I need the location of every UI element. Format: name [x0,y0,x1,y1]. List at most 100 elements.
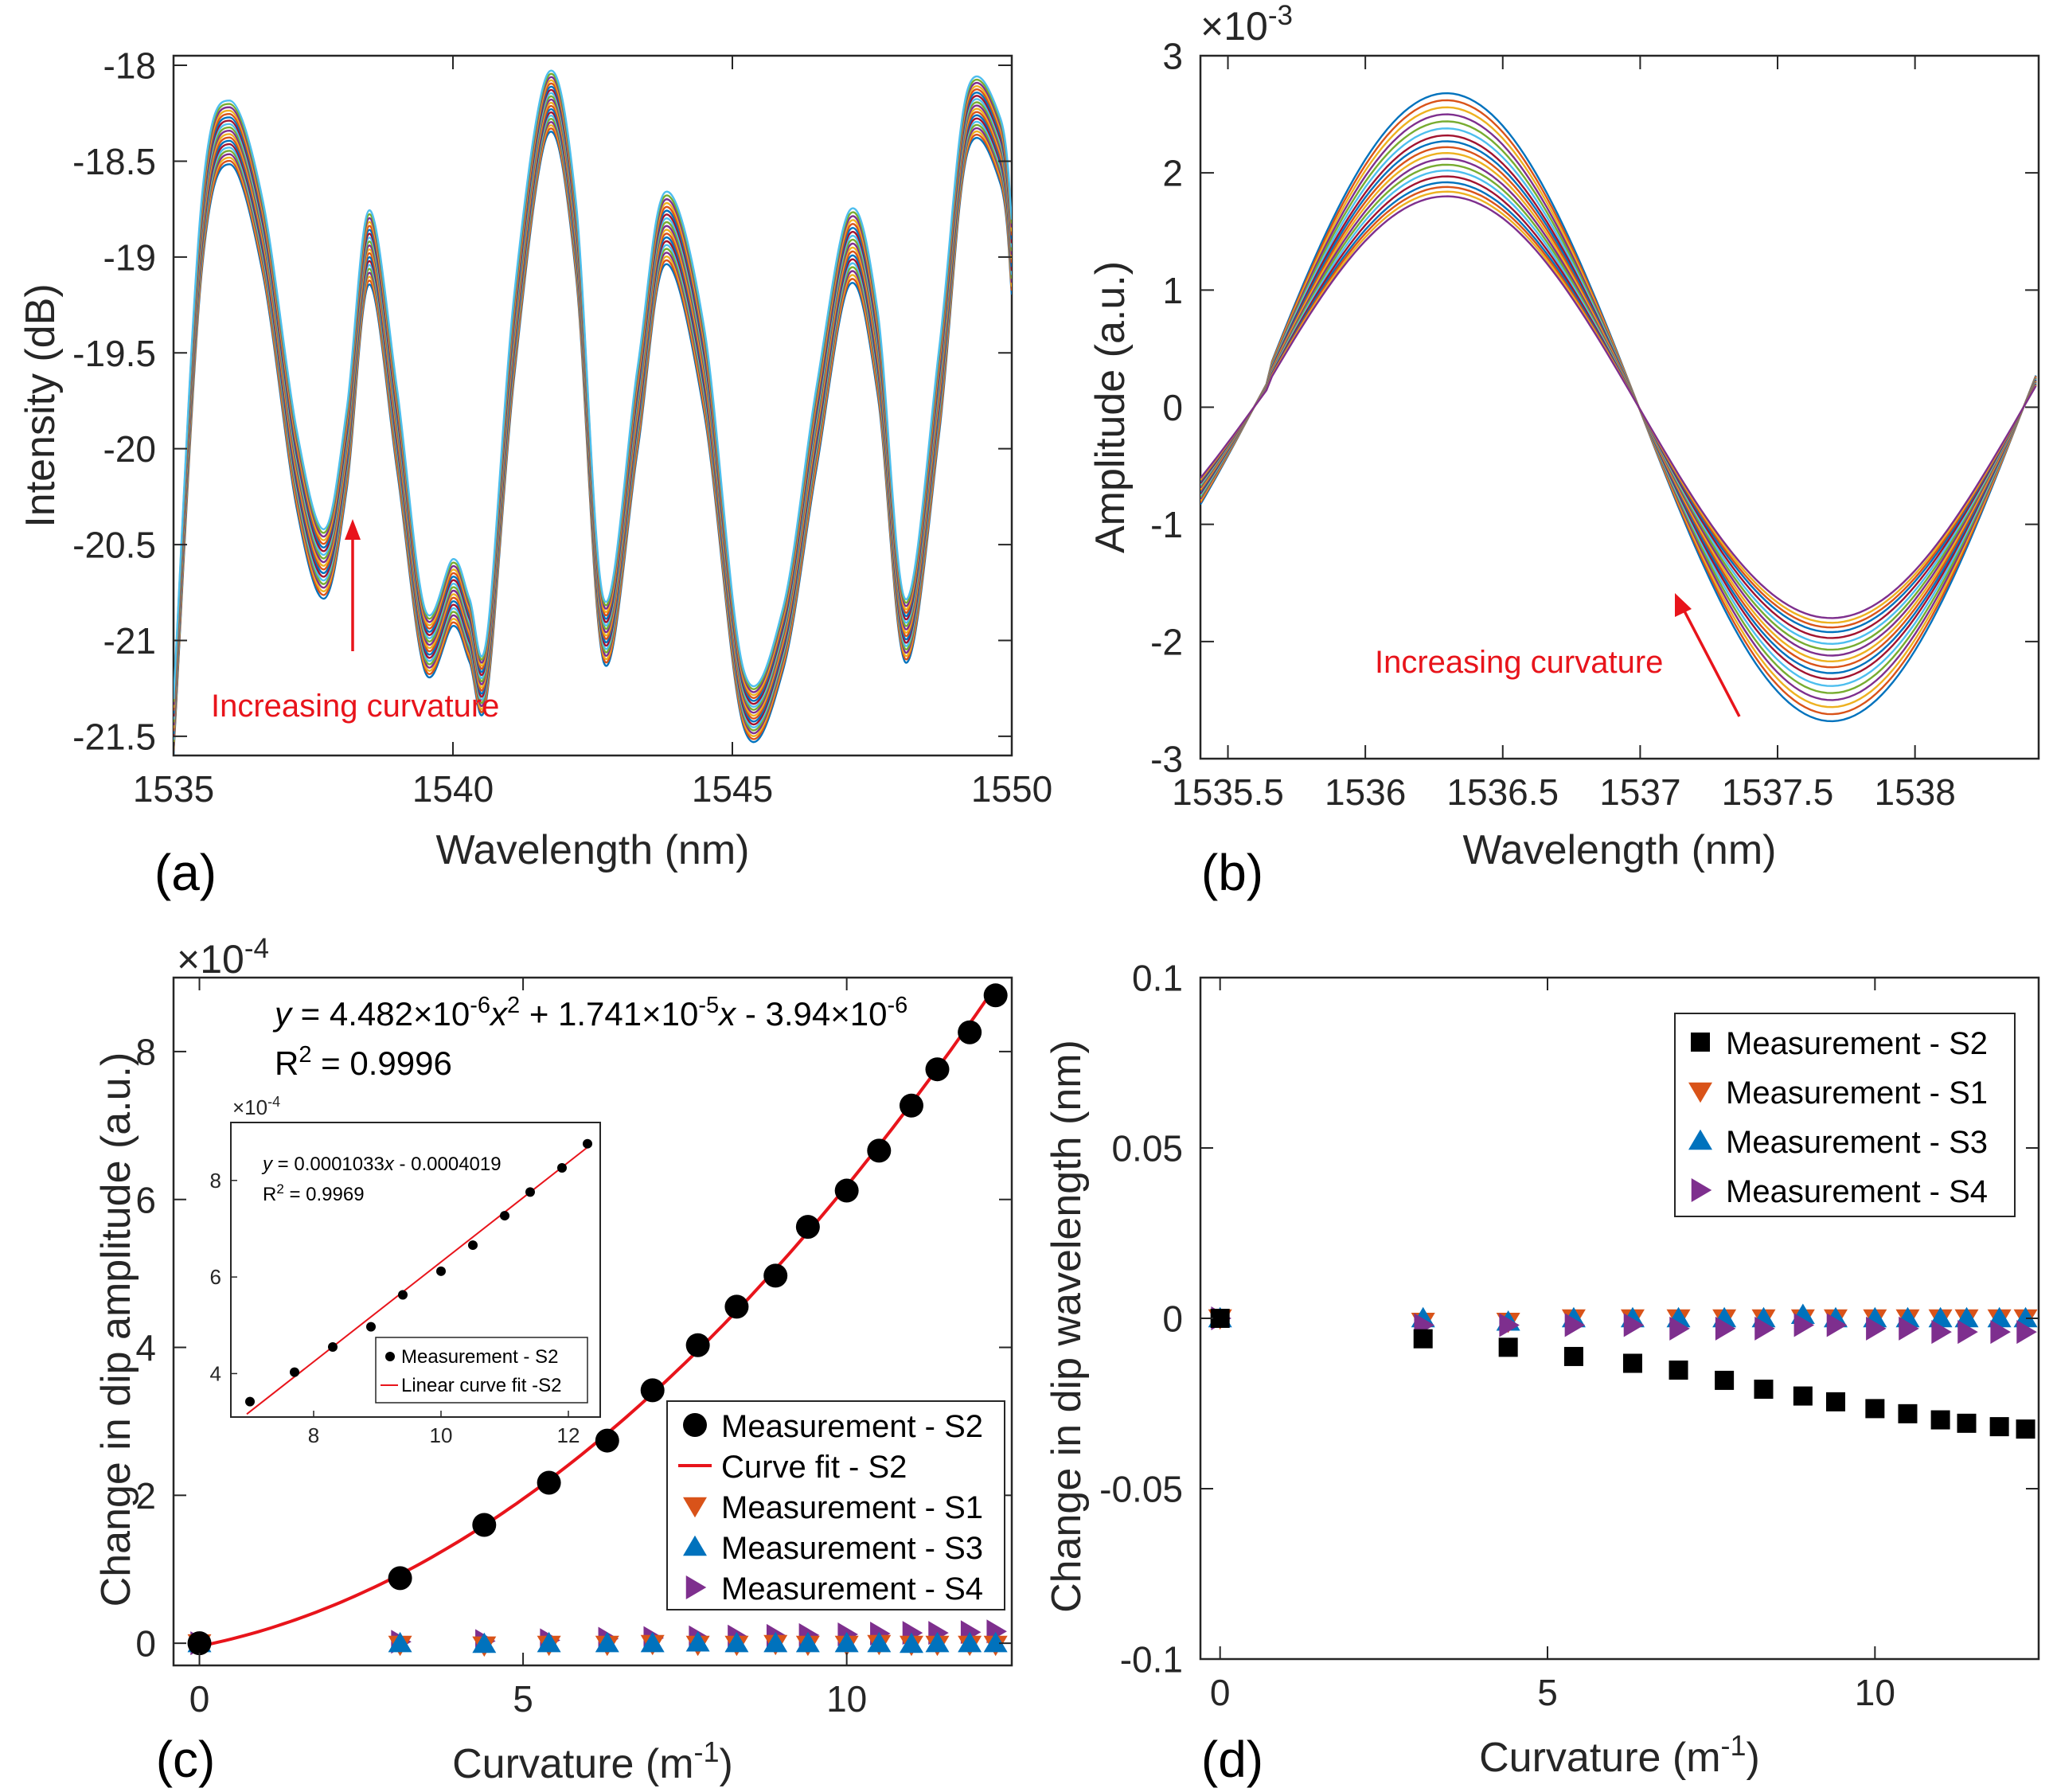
panel-c-point-triangle-up [640,1631,665,1653]
panel-d-ylabel: Change in dip wavelength (nm) [1044,1040,1090,1613]
panel-d-point-triangle-right [1669,1316,1690,1341]
panel-c-point-triangle-up [795,1631,820,1653]
panel-a-ytick-label: -20.5 [72,525,156,566]
panel-b-ytick-label: 0 [1162,387,1183,428]
panel-b-annotation-arrow [1680,604,1741,717]
panel-c-r-squared: R2 = 0.9996 [275,1042,452,1082]
panel-c-point-triangle-up [899,1632,923,1653]
panel-c-legend-label: Measurement - S4 [721,1571,983,1607]
panel-c-point-circle [187,1631,212,1656]
panel-c-point-triangle-up [724,1631,749,1653]
panel-c-point-circle [724,1294,749,1319]
panel-c-point-triangle-up [595,1631,619,1653]
panel-a-xlabel: Wavelength (nm) [436,827,750,873]
panel-c-inset-legend-label: Measurement - S2 [401,1346,558,1368]
panel-d-ytick-label: -0.1 [1120,1639,1183,1681]
panel-b-panel-label: (b) [1201,844,1263,901]
panel-c-point-triangle-up [834,1631,859,1653]
panel-c-point-circle [640,1378,665,1403]
panel-d-point-square [1669,1361,1688,1380]
panel-d-point-triangle-right [1931,1320,1952,1345]
panel-d-point-square [1210,1309,1230,1328]
panel-d-point-triangle-right [1899,1316,1919,1341]
panel-c-point-triangle-up [983,1631,1008,1653]
panel-c-xlabel: Curvature (m-1) [452,1735,733,1788]
panel-c-legend-swatch [683,1497,707,1518]
panel-d-legend-label: Measurement - S3 [1726,1125,1988,1160]
panel-c-ytick-label: 8 [135,1031,156,1072]
panel-b-xlabel: Wavelength (nm) [1463,827,1777,873]
panel-c-inset-xtick-label: 10 [430,1423,453,1447]
panel-d-legend-swatch [1688,1082,1712,1103]
panel-d-point-triangle-right [1499,1313,1520,1337]
panel-c-inset-point [557,1163,567,1173]
panel-a-ytick-label: -18.5 [72,141,156,182]
panel-d-point-square [1989,1417,2009,1437]
panel-a-axes-frame [172,54,1013,757]
panel-a-xtick-label: 1550 [971,768,1052,810]
panel-d-legend-swatch [1691,1033,1710,1052]
panel-c-point-circle [472,1513,497,1537]
panel-d-point-triangle-right [1715,1316,1736,1341]
panel-d-point-triangle-right [1826,1313,1848,1337]
panel-b-xtick-label: 1537.5 [1722,771,1834,813]
panel-c-inset-xtick-label: 8 [308,1423,319,1447]
panel-c-inset-r-squared: R2 = 0.9969 [263,1181,365,1206]
panel-c-point-circle [983,983,1008,1008]
panel-d-legend-swatch [1691,1178,1712,1202]
panel-c-inset-point [468,1240,478,1251]
panel-a-ytick-label: -19.5 [72,333,156,374]
panel-b-xtick-label: 1537 [1599,771,1680,813]
panel-c-point-circle [388,1566,412,1591]
panel-d-point-square [1413,1329,1433,1349]
panel-c-point-circle [925,1057,950,1082]
panel-c-point-triangle-up [763,1631,788,1653]
panel-d-panel-label: (d) [1201,1731,1263,1788]
panel-d-point-square [1715,1370,1735,1390]
panel-d-legend-swatch [1688,1129,1712,1150]
panel-d-ytick-label: 0.1 [1132,958,1183,999]
panel-a-xtick-label: 1540 [412,768,494,810]
panel-c-exponent-label: ×10-4 [177,933,269,982]
panel-a-xtick-label: 1545 [692,768,773,810]
panel-d-point-square [1563,1346,1583,1366]
panel-c-point-circle [595,1428,619,1453]
panel-d-xtick-label: 5 [1537,1672,1558,1713]
panel-d-point-triangle-right [1990,1320,2011,1345]
panel-a-xtick-label: 1535 [133,768,214,810]
panel-c-point-triangle-up [925,1631,950,1653]
panel-c-legend-swatch [683,1413,707,1437]
panel-d-point-square [1898,1404,1918,1423]
panel-d-point-square [1825,1392,1845,1411]
panel-c-inset-xtick-label: 12 [557,1423,580,1447]
panel-c-point-circle [899,1093,923,1118]
panel-c-point-circle [958,1020,982,1044]
panel-a-ytick-label: -18 [103,45,156,87]
panel-c-legend-label: Measurement - S1 [721,1490,983,1525]
panel-a-ytick-label: -20 [103,428,156,470]
panel-c-inset-legend-label: Linear curve fit -S2 [401,1375,561,1396]
panel-b-annotation-text: Increasing curvature [1375,645,1663,680]
panel-b-xtick-label: 1535.5 [1172,771,1284,813]
panel-d-point-square [1793,1386,1813,1406]
panel-d-point-triangle-right [1793,1313,1815,1337]
panel-c-inset-exponent-label: ×10-4 [232,1094,280,1119]
panel-c-inset-point [436,1266,446,1276]
panel-a-annotation-text: Increasing curvature [211,689,499,724]
panel-c-fit-equation: y = 4.482×10-6x2 + 1.741×10-5x - 3.94×10… [272,993,907,1033]
panel-c-point-circle [685,1333,710,1357]
panel-d-legend-label: Measurement - S1 [1726,1076,1988,1111]
panel-c-inset-point [328,1342,338,1353]
panel-d-legend-box [1674,1013,2016,1217]
panel-d-point-triangle-right [1754,1316,1775,1341]
panel-c-inset-ytick-label: 6 [210,1265,221,1289]
panel-a-panel-label: (a) [154,844,217,901]
panel-a-ylabel: Intensity (dB) [18,283,64,527]
panel-d-ytick-label: -0.05 [1099,1469,1183,1510]
panel-c-panel-label: (c) [156,1731,216,1788]
panel-d-point-triangle-right [2016,1320,2037,1345]
panel-c-point-circle [795,1215,820,1240]
panel-b-exponent-label: ×10-3 [1200,0,1293,49]
panel-c-ytick-label: 4 [135,1327,156,1368]
panel-a-spectrum-line [174,69,1012,700]
